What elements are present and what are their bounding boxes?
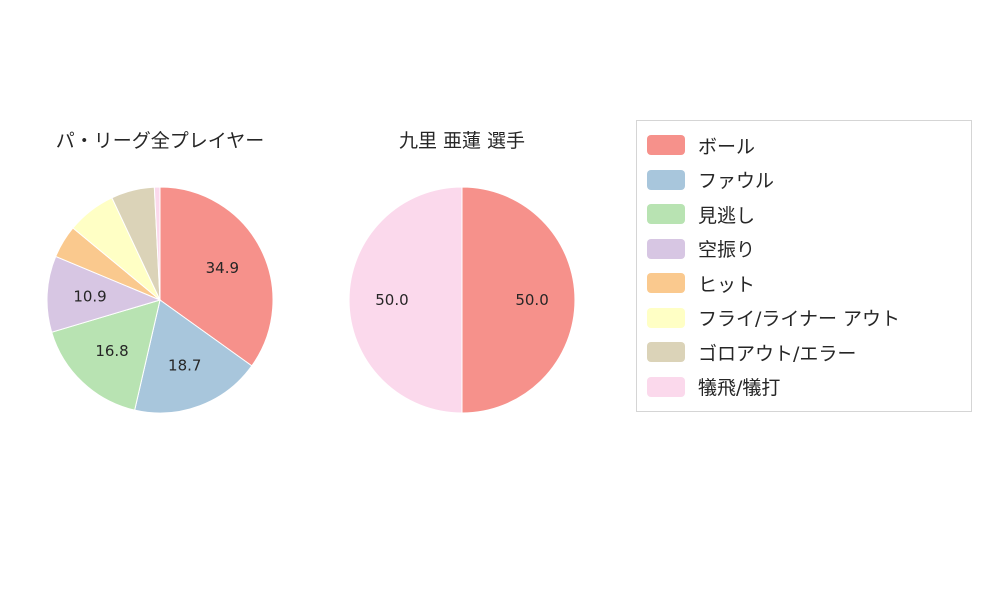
legend-label: 見逃し	[698, 204, 756, 227]
pie-slice-value-label: 50.0	[375, 291, 408, 309]
legend-swatch-icon	[647, 238, 685, 259]
pie-slice-value-label: 34.9	[206, 259, 239, 277]
legend-swatch-icon	[647, 273, 685, 294]
legend-item: ヒット	[647, 266, 971, 301]
legend-label: フライ/ライナー アウト	[698, 308, 901, 331]
left-pie-chart: 34.9 18.7 16.8 10.9	[46, 186, 274, 414]
pie-slice	[153, 186, 161, 301]
legend-swatch-icon	[647, 169, 685, 190]
legend-item: 犠飛/犠打	[647, 370, 971, 405]
pie-slice-value-label: 50.0	[515, 291, 548, 309]
legend-label: ファウル	[698, 170, 775, 193]
legend-swatch-icon	[647, 376, 685, 397]
legend-box: ボール ファウル 見逃し 空振り ヒット フライ/ライナー アウト ゴロアウト/…	[636, 120, 972, 412]
legend-item: ゴロアウト/エラー	[647, 335, 971, 370]
left-pie-title: パ・リーグ全プレイヤー	[55, 130, 265, 152]
legend-label: ボール	[698, 135, 756, 158]
pie-slice	[348, 186, 463, 414]
right-pie-chart: 50.0 50.0	[348, 186, 576, 414]
legend-label: ヒット	[698, 273, 756, 296]
pie-slice-value-label: 16.8	[95, 342, 128, 360]
right-pie-title: 九里 亜蓮 選手	[398, 130, 526, 152]
legend-swatch-icon	[647, 307, 685, 328]
legend-item: 空振り	[647, 232, 971, 267]
pie-slice	[159, 186, 274, 367]
legend-item: 見逃し	[647, 197, 971, 232]
pie-slice-value-label: 18.7	[168, 357, 201, 375]
pie-slice	[134, 299, 253, 414]
pie-slice	[461, 186, 576, 414]
legend-swatch-icon	[647, 342, 685, 363]
pie-slice	[51, 299, 161, 411]
legend-label: 空振り	[698, 239, 756, 262]
legend-item: フライ/ライナー アウト	[647, 301, 971, 336]
legend-swatch-icon	[647, 135, 685, 156]
pie-slice-value-label: 10.9	[73, 287, 106, 305]
legend-label: ゴロアウト/エラー	[698, 342, 857, 365]
legend-item: ファウル	[647, 163, 971, 198]
legend-swatch-icon	[647, 204, 685, 225]
legend-label: 犠飛/犠打	[698, 377, 781, 400]
pie-slice	[46, 255, 162, 333]
legend-item: ボール	[647, 128, 971, 163]
